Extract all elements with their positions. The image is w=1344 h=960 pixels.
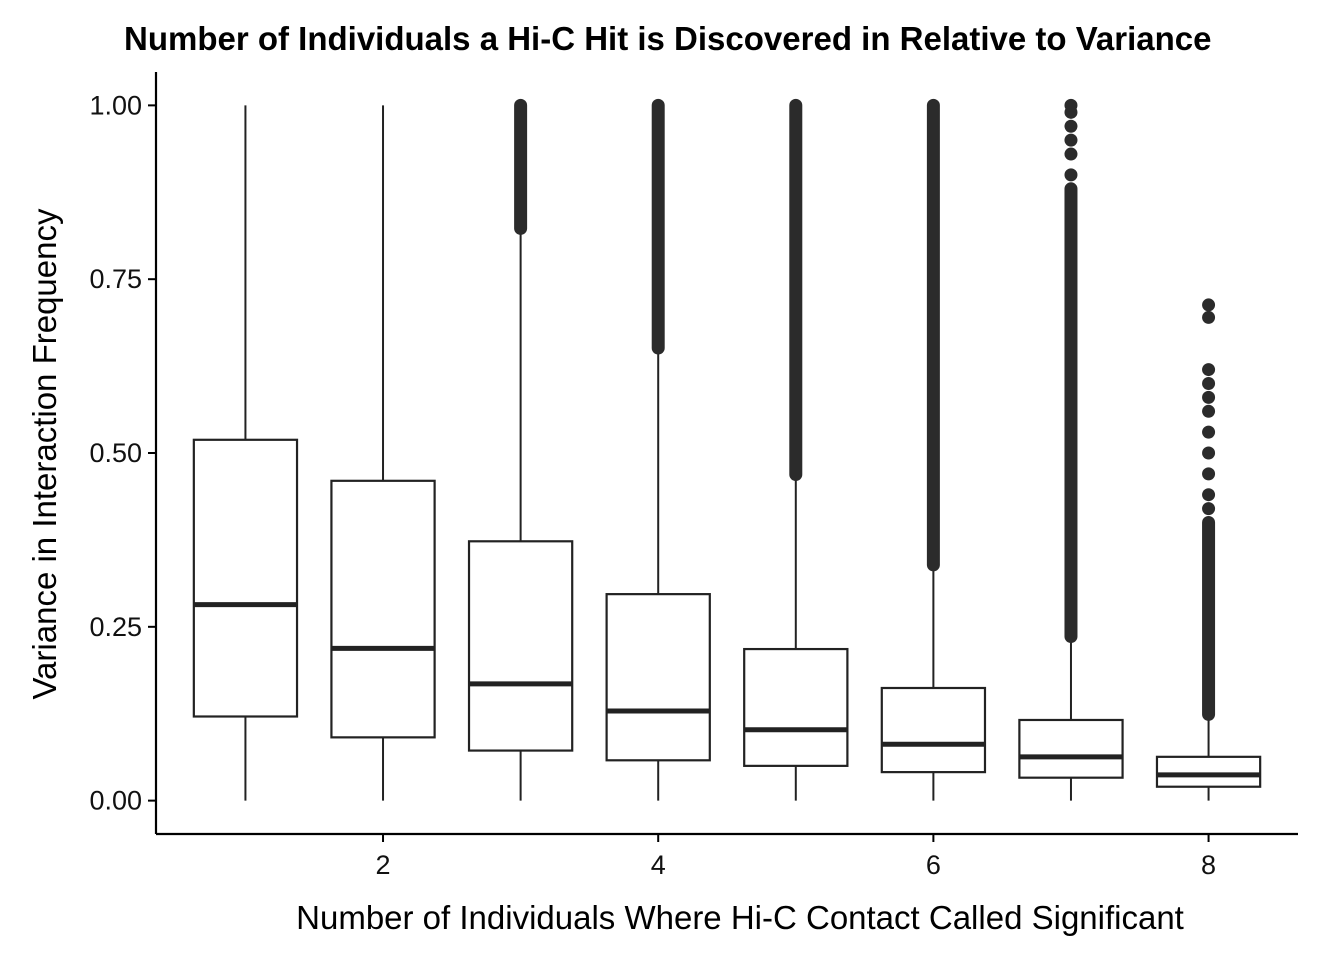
outlier-point: [1064, 147, 1078, 161]
box-group-6: [880, 98, 987, 801]
outlier-point: [1202, 404, 1216, 418]
box-group-3: [467, 98, 574, 801]
outlier-point: [1202, 376, 1216, 390]
iqr-box: [1155, 755, 1262, 788]
box-group-5: [743, 98, 849, 801]
x-tick-label: 2: [376, 850, 391, 880]
outlier-point: [1202, 488, 1216, 502]
outlier-point: [1202, 502, 1216, 516]
iqr-box: [1018, 718, 1124, 779]
plot-area: [192, 98, 1262, 801]
iqr-box: [743, 647, 849, 767]
y-tick-label: 0.75: [89, 264, 142, 294]
outlier-point: [1202, 425, 1216, 439]
box-group-4: [605, 98, 711, 801]
y-tick-label: 0.00: [89, 786, 142, 816]
outlier-point: [1202, 467, 1216, 481]
outlier-point: [1064, 119, 1078, 133]
outlier-point: [1064, 133, 1078, 147]
iqr-box: [467, 540, 574, 752]
iqr-box: [192, 438, 299, 718]
box-group-1: [192, 105, 299, 801]
iqr-box: [605, 593, 711, 762]
outlier-point: [1202, 310, 1216, 324]
chart-title: Number of Individuals a Hi-C Hit is Disc…: [124, 20, 1211, 57]
outlier-point: [1064, 98, 1078, 112]
y-axis-title: Variance in Interaction Frequency: [26, 208, 63, 699]
outlier-point: [1202, 390, 1216, 404]
iqr-box: [330, 479, 436, 739]
iqr-box: [880, 686, 987, 774]
x-tick-label: 4: [651, 850, 666, 880]
box-group-7: [1018, 98, 1124, 801]
box-group-8: [1155, 298, 1262, 801]
box-group-2: [330, 105, 436, 801]
x-axis: 2 4 6 8: [156, 832, 1298, 880]
outlier-point: [1202, 446, 1216, 460]
y-tick-label: 0.25: [89, 612, 142, 642]
outlier-point: [1064, 168, 1078, 182]
x-axis-title: Number of Individuals Where Hi-C Contact…: [296, 899, 1184, 936]
x-tick-label: 6: [926, 850, 941, 880]
y-tick-label: 1.00: [89, 90, 142, 120]
outlier-point: [1202, 363, 1216, 377]
outlier-point: [1202, 298, 1216, 312]
y-tick-label: 0.50: [89, 438, 142, 468]
x-tick-label: 8: [1201, 850, 1216, 880]
y-axis: 0.00 0.25 0.50 0.75 1.00: [89, 72, 158, 834]
